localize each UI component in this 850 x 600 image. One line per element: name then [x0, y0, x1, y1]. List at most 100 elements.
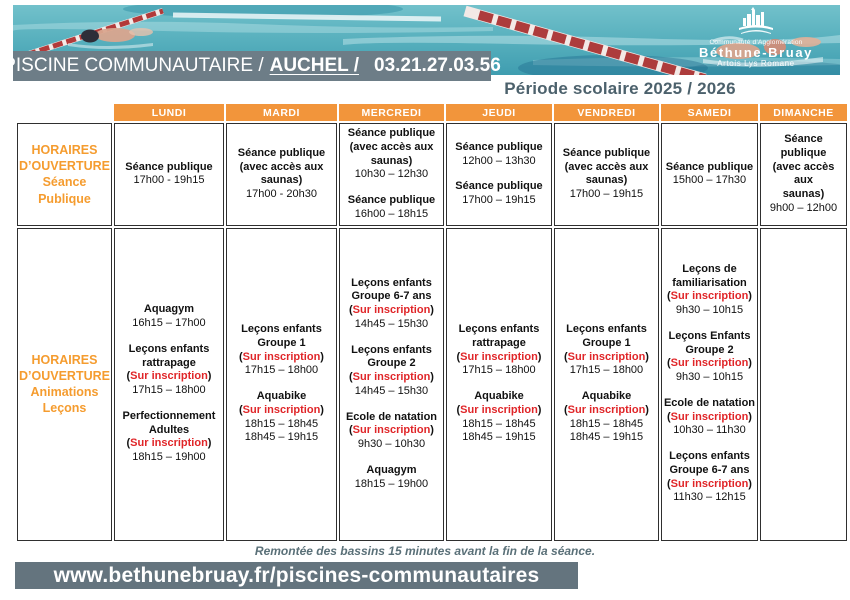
- pool-water-image: [13, 5, 840, 75]
- activity-time: 17h15 – 18h00: [244, 364, 319, 377]
- activity-title: Séance publique: [125, 160, 213, 173]
- day-header-mardi: MARDI: [225, 104, 337, 121]
- day-header-vendredi: VENDREDI: [553, 104, 659, 121]
- table-corner: [17, 104, 112, 121]
- days-header-row: LUNDI MARDI MERCREDI JEUDI VENDREDI SAMEDI DIM…: [17, 104, 847, 121]
- activity-title: Aquabike: [581, 390, 632, 402]
- activity-time: 18h45 – 19h15: [569, 431, 644, 444]
- lessons-row: HORAIRES D’OUVERTURE Animations Leçons A…: [17, 227, 847, 541]
- activity: Séance publique 17h00 – 19h15: [448, 180, 550, 208]
- public-session-row: HORAIRES D’OUVERTURE Séance Publique Séa…: [17, 123, 847, 226]
- bethune-bruay-logo-icon: [739, 7, 773, 34]
- inscription-note: (Sur inscription): [564, 350, 649, 363]
- activity: Séance publique 16h00 – 18h15: [341, 194, 442, 222]
- pool-exit-note: Remontée des bassins 15 minutes avant la…: [254, 544, 596, 558]
- activity-title: Leçons enfants Groupe 6-7 ans: [351, 276, 432, 303]
- activity-time: 17h15 – 18h00: [462, 364, 536, 377]
- activity-title: Leçons enfants Groupe 6-7 ans: [669, 450, 750, 476]
- activity: Ecole de natation (Sur inscription) 10h30 …: [663, 397, 756, 438]
- activity: Aquabike (Sur inscription) 18h15 – 18h45 18…: [448, 390, 550, 445]
- schedule-cell-dimanche: Séance publique (avec accès aux saunas) 9…: [759, 123, 847, 226]
- activity-title: Séance publique: [455, 180, 543, 193]
- activity-title: Aquabike: [256, 390, 307, 402]
- activity-title: Leçons enfants Groupe 1: [566, 323, 647, 349]
- day-header-samedi: SAMEDI: [660, 104, 758, 121]
- inscription-note: (Sur inscription): [667, 357, 752, 370]
- activity: Leçons enfants Groupe 6-7 ans (Sur inscri…: [663, 450, 756, 505]
- activity: Leçons enfants Groupe 1 (Sur inscription)…: [228, 323, 335, 378]
- activity: Séance publique 15h00 – 17h30: [663, 161, 756, 189]
- activity-title: Séance publique (avec accès aux saunas): [347, 127, 436, 167]
- schedule-table: LUNDI MARDI MERCREDI JEUDI VENDREDI SAMEDI DIM…: [15, 102, 849, 543]
- day-header-lundi: LUNDI: [113, 104, 224, 121]
- inscription-note: (Sur inscription): [564, 403, 649, 416]
- schedule-cell-samedi: Séance publique 15h00 – 17h30: [660, 123, 758, 226]
- activity-time: 15h00 – 17h30: [672, 174, 747, 187]
- activity-time: 18h15 – 18h45: [244, 417, 319, 430]
- facility-label: PISCINE COMMUNAUTAIRE /: [3, 55, 264, 76]
- activity-title: Séance publique (avec accès aux saunas): [772, 133, 835, 200]
- activity-title: Aquagym: [143, 303, 195, 316]
- schedule-cell-lundi: Aquagym 16h15 – 17h00 Leçons enfants rattr…: [113, 227, 224, 541]
- activity-time: 9h30 – 10h15: [675, 304, 744, 317]
- inscription-note: (Sur inscription): [239, 403, 324, 416]
- bethune-bruay-logo: Communauté d’Agglomération Béthune-Bruay…: [676, 6, 836, 69]
- inscription-note: (Sur inscription): [126, 370, 212, 383]
- schedule-cell-lundi: Séance publique 17h00 - 19h15: [113, 123, 224, 226]
- activity-time: 10h30 – 12h30: [354, 168, 429, 181]
- activity-time: 9h30 – 10h15: [675, 371, 744, 384]
- inscription-note: (Sur inscription): [239, 350, 324, 363]
- activity-title: Leçons enfants Groupe 2: [351, 343, 432, 370]
- activity: Leçons de familiarisation (Sur inscriptio…: [663, 263, 756, 318]
- activity: Perfectionnement Adultes (Sur inscription…: [116, 410, 222, 465]
- schedule-cell-jeudi: Leçons enfants rattrapage (Sur inscriptio…: [445, 227, 552, 541]
- activity: Séance publique (avec accès aux saunas) 1…: [556, 147, 657, 202]
- activity: Séance publique (avec accès aux saunas) 1…: [341, 127, 442, 182]
- activity: Aquagym 16h15 – 17h00: [116, 303, 222, 331]
- activity-title: Ecole de natation: [663, 396, 756, 409]
- activity-time: 18h15 – 18h45: [569, 417, 644, 430]
- activity-title: Perfectionnement Adultes: [122, 409, 216, 436]
- activity-title: Séance publique: [347, 194, 436, 206]
- inscription-note: (Sur inscription): [667, 477, 752, 490]
- section-label-lessons: HORAIRES D’OUVERTURE Animations Leçons: [17, 227, 112, 541]
- inscription-note: (Sur inscription): [456, 403, 542, 416]
- activity-time: 18h15 – 18h45: [462, 417, 536, 430]
- activity-time: 17h00 – 19h15: [569, 188, 644, 200]
- activity-title: Leçons enfants rattrapage: [128, 342, 210, 369]
- activity-title: Leçons enfants rattrapage: [458, 323, 540, 349]
- activity-time: 16h15 – 17h00: [132, 317, 206, 329]
- activity: Leçons enfants rattrapage (Sur inscriptio…: [116, 343, 222, 398]
- schedule-cell-mercredi: Séance publique (avec accès aux saunas) 1…: [338, 123, 444, 226]
- facility-phone: 03.21.27.03.56: [374, 55, 501, 76]
- activity: Séance publique (avec accès aux saunas) 9…: [762, 133, 845, 216]
- activity: Leçons enfants rattrapage (Sur inscriptio…: [448, 323, 550, 378]
- activity-title: Leçons de familiarisation: [672, 262, 747, 289]
- activity: Séance publique 17h00 - 19h15: [116, 161, 222, 189]
- pool-photo: Communauté d’Agglomération Béthune-Bruay…: [13, 5, 840, 75]
- schedule-cell-samedi: Leçons de familiarisation (Sur inscriptio…: [660, 227, 758, 541]
- schedule-cell-jeudi: Séance publique 12h00 – 13h30 Séance publi…: [445, 123, 552, 226]
- activity: Leçons enfants Groupe 6-7 ans (Sur inscri…: [341, 277, 442, 332]
- schedule-cell-mardi: Leçons enfants Groupe 1 (Sur inscription)…: [225, 227, 337, 541]
- activity: Leçons enfants Groupe 2 (Sur inscription)…: [341, 344, 442, 399]
- website-link[interactable]: www.bethunebruay.fr/piscines-communautai…: [15, 562, 578, 589]
- activity-time: 17h00 – 19h15: [462, 194, 536, 206]
- inscription-note: (Sur inscription): [349, 304, 434, 317]
- activity-title: Séance publique: [665, 160, 754, 173]
- day-header-dimanche: DIMANCHE: [759, 104, 847, 121]
- activity-title: Leçons Enfants Groupe 2: [668, 329, 751, 356]
- schedule-cell-vendredi: Séance publique (avec accès aux saunas) 1…: [553, 123, 659, 226]
- activity: Aquagym 18h15 – 19h00: [341, 464, 442, 492]
- activity-time: 9h00 – 12h00: [769, 201, 838, 214]
- activity-time: 16h00 – 18h15: [354, 207, 429, 220]
- schedule-cell-mardi: Séance publique (avec accès aux saunas) 1…: [225, 123, 337, 226]
- activity: Séance publique (avec accès aux saunas) 1…: [228, 147, 335, 202]
- activity-title: Séance publique: [455, 140, 543, 153]
- activity-title: Séance publique (avec accès aux saunas): [562, 146, 651, 187]
- activity-time: 12h00 – 13h30: [462, 154, 536, 167]
- activity-time: 10h30 – 11h30: [673, 424, 746, 437]
- activity: Aquabike (Sur inscription) 18h15 – 18h45 18…: [556, 390, 657, 445]
- activity-title: Aquagym: [366, 463, 417, 476]
